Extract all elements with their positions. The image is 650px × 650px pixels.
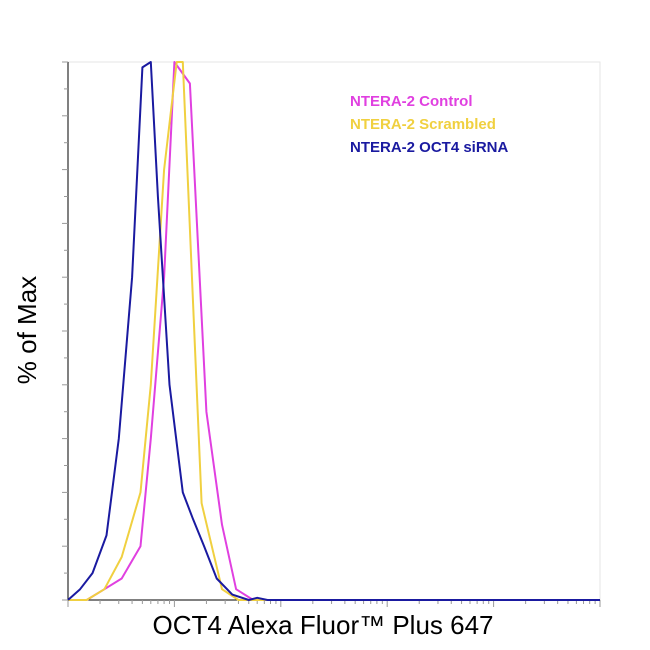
legend-entry-3: NTERA-2 OCT4 siRNA	[350, 139, 509, 156]
legend-entry-2: NTERA-2 Scrambled	[350, 116, 496, 133]
x-axis-title: OCT4 Alexa Fluor™ Plus 647	[152, 610, 493, 640]
y-axis-title: % of Max	[12, 276, 42, 384]
axis-ticks	[62, 61, 601, 607]
series-line-3	[67, 61, 600, 601]
legend-entry-1: NTERA-2 Control	[350, 93, 473, 110]
series-lines	[67, 61, 600, 601]
plot-border	[67, 61, 601, 601]
series-line-1	[68, 61, 600, 601]
plot-frame	[67, 61, 601, 601]
series-line-2	[68, 61, 600, 601]
legend: NTERA-2 Control NTERA-2 Scrambled NTERA-2 …	[350, 93, 509, 156]
